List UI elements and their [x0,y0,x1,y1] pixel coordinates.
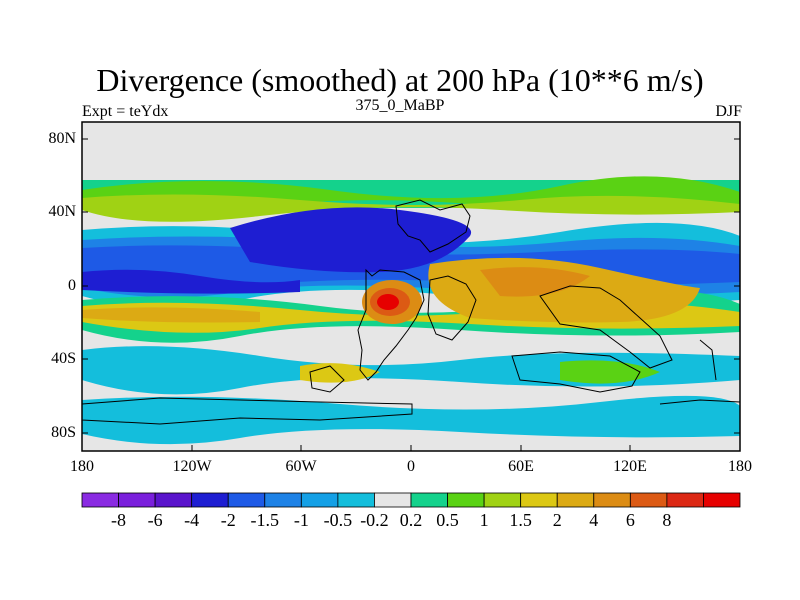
coastline-island [309,365,345,393]
lon-label-0: 0 [407,458,415,475]
experiment-label: Expt = teYdx [82,103,169,120]
colorbar-swatch [264,492,302,508]
colorbar-swatch [703,492,741,508]
colorbar-swatch [629,492,668,508]
colorbar-swatch [118,492,156,508]
colorbar-label: 8 [662,510,672,530]
colorbar-label: -2 [220,510,236,530]
colorbar-swatch [300,492,339,508]
season-label: DJF [715,103,742,120]
colorbar-swatch [410,492,448,508]
band-orange-south [82,307,260,323]
coastline-australia [511,351,641,393]
colorbar-label: 0.5 [436,510,459,530]
positive-core-indian [480,267,590,297]
colorbar-swatch [81,492,119,508]
lat-label-0: 0 [68,277,76,294]
colorbar-label: -0.2 [360,510,389,530]
colorbar-swatch [337,492,375,508]
lon-label-120e: 120E [613,458,647,475]
coastline-americas-south [357,268,425,381]
coastline-antarctic-east [659,399,740,405]
colorbar-label: 2 [552,510,562,530]
colorbar-label: 1.5 [509,510,532,530]
positive-core-inner [377,294,399,310]
coastline-asia [539,285,673,369]
colorbar-swatch [556,492,595,508]
positive-south-indian [560,360,660,384]
deep-negative-west [82,269,300,294]
colorbar-swatch [447,492,485,508]
divergence-field [82,122,740,451]
lat-label-40s: 40S [51,350,76,367]
lon-label-60e: 60E [508,458,534,475]
lon-label-180w: 180 [70,458,94,475]
colorbar-label: -4 [184,510,200,530]
colorbar-label: 6 [625,510,635,530]
colorbar-swatch [154,492,193,508]
colorbar-label: -0.5 [323,510,353,530]
colorbar-swatch [191,492,229,508]
period-label: 375_0_MaBP [355,97,445,114]
colorbar-label: -1.5 [250,510,280,530]
coastline-north-region [395,199,471,253]
coastline-africa [427,275,477,341]
colorbar-swatch [227,492,266,508]
lon-label-180e: 180 [728,458,752,475]
colorbar [81,492,741,508]
colorbar-label: 1 [479,510,489,530]
colorbar-swatch [483,492,522,508]
band-lime-north [82,194,740,222]
lat-label-80n: 80N [48,130,76,147]
colorbar-swatch [520,492,558,508]
band-cyan-south [82,346,740,395]
lat-label-40n: 40N [48,203,76,220]
colorbar-label: -8 [111,510,127,530]
deep-negative-pacific [230,207,472,273]
colorbar-swatch [666,492,704,508]
coastline-east-edge [699,339,717,381]
band-cyan-polar [82,395,740,445]
coastlines [82,199,740,425]
colorbar-label: 0.2 [399,510,423,530]
axis-ticks [81,138,741,451]
lat-label-80s: 80S [51,424,76,441]
lon-label-60w: 60W [285,458,317,475]
colorbar-label: -6 [147,510,163,530]
map-title: Divergence (smoothed) at 200 hPa (10**6 … [96,62,704,98]
colorbar-swatch [374,492,412,508]
coastline-antarctic-west [82,397,413,425]
colorbar-swatch [593,492,631,508]
colorbar-label: -1 [293,510,309,530]
colorbar-label: 4 [589,510,599,530]
lon-label-120w: 120W [172,458,212,475]
